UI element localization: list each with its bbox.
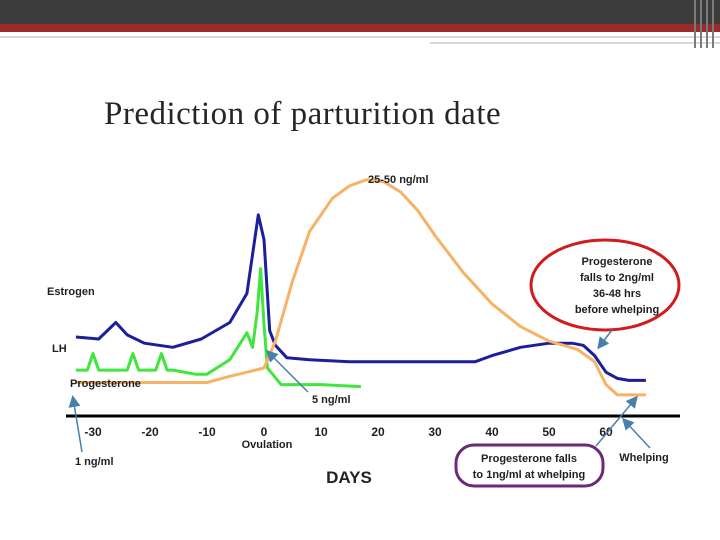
series-line-estrogen xyxy=(75,213,646,382)
annotation-5ngml: 5 ng/ml xyxy=(312,394,351,406)
x-tick-label: 60 xyxy=(599,425,613,439)
series-label-estrogen: Estrogen xyxy=(47,286,95,298)
header-dark-band xyxy=(0,0,720,24)
arrow-purple-box xyxy=(595,395,638,447)
x-tick-label: -30 xyxy=(84,425,102,439)
series-line-progesterone xyxy=(75,178,646,397)
series-label-lh: LH xyxy=(52,343,67,355)
red-box-line-4: before whelping xyxy=(575,304,659,316)
red-box-line-3: 36-48 hrs xyxy=(593,288,641,300)
annotation-peak: 25-50 ng/ml xyxy=(368,174,429,186)
slide-header-decoration xyxy=(0,0,720,48)
header-rule xyxy=(0,36,720,38)
red-box-line-1: Progesterone xyxy=(582,256,653,268)
annotation-whelping: Whelping xyxy=(619,452,669,464)
series-layer xyxy=(75,178,646,397)
arrow-1ngml xyxy=(68,395,83,453)
header-red-band xyxy=(0,24,720,32)
arrow-red-box xyxy=(597,329,613,350)
x-tick-label: 20 xyxy=(371,425,385,439)
annotation-ovulation: Ovulation xyxy=(242,439,293,451)
series-label-progesterone: Progesterone xyxy=(70,378,141,390)
arrow-5ngml xyxy=(265,349,309,393)
slide-title: Prediction of parturition date xyxy=(104,96,502,132)
annotation-red-box: Progesterone falls to 2ng/ml 36-48 hrs b… xyxy=(529,238,681,332)
x-axis-title: DAYS xyxy=(326,468,372,487)
red-box-line-2: falls to 2ng/ml xyxy=(580,272,654,284)
header-rule-short xyxy=(430,42,720,44)
annotation-purple-box: Progesterone falls to 1ng/ml at whelping xyxy=(454,443,605,488)
x-tick-label: 40 xyxy=(485,425,499,439)
red-highlight-circle xyxy=(529,238,681,332)
x-tick-label: 10 xyxy=(314,425,328,439)
arrow-whelping xyxy=(621,417,651,449)
annotation-arrows xyxy=(68,329,651,453)
header-stripes xyxy=(690,0,720,48)
purple-box-line-2: to 1ng/ml at whelping xyxy=(473,469,585,481)
x-tick-labels: -30 -20 -10 0 10 20 30 40 50 60 xyxy=(84,425,613,439)
purple-box-line-1: Progesterone falls xyxy=(481,453,577,465)
x-tick-label: 50 xyxy=(542,425,556,439)
x-tick-label: 0 xyxy=(261,425,268,439)
x-tick-label: 30 xyxy=(428,425,442,439)
x-tick-label: -10 xyxy=(198,425,216,439)
x-tick-label: -20 xyxy=(141,425,159,439)
purple-highlight-box xyxy=(454,443,605,488)
annotation-1ngml: 1 ng/ml xyxy=(75,456,114,468)
